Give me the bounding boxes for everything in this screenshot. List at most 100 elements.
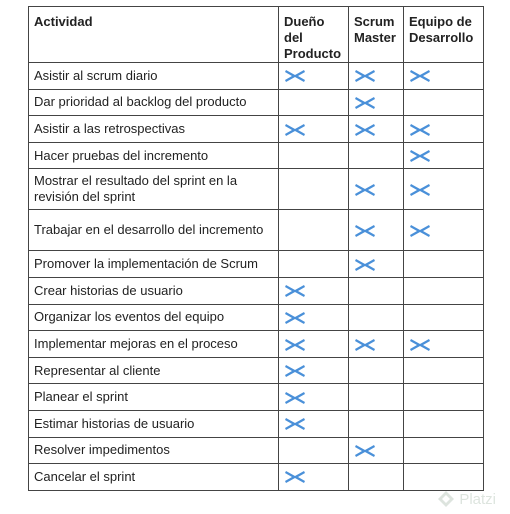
role-cell-po xyxy=(278,62,349,90)
activity-cell: Mostrar el resultado del sprint en la re… xyxy=(28,168,279,211)
table-row: Resolver impedimentos xyxy=(28,436,484,465)
table-row: Hacer pruebas del incremento xyxy=(28,141,484,170)
role-cell-po xyxy=(278,356,349,385)
activity-cell: Trabajar en el desarrollo del incremento xyxy=(28,209,279,252)
table-row: Organizar los eventos del equipo xyxy=(28,303,484,332)
header-dev-team: Equipo de Desarrollo xyxy=(403,6,484,63)
table-row: Planear el sprint xyxy=(28,383,484,411)
activity-cell: Crear historias de usuario xyxy=(28,276,279,305)
role-cell-po xyxy=(278,330,349,358)
header-activity: Actividad xyxy=(28,6,279,63)
role-cell-dev xyxy=(403,303,484,332)
activity-cell: Asistir a las retrospectivas xyxy=(28,115,279,143)
table-row: Trabajar en el desarrollo del incremento xyxy=(28,209,484,252)
table-row: Asistir a las retrospectivas xyxy=(28,115,484,143)
role-cell-dev xyxy=(403,436,484,465)
header-scrum-master: Scrum Master xyxy=(348,6,404,63)
x-mark-icon xyxy=(409,69,431,83)
activity-cell: Planear el sprint xyxy=(28,383,279,411)
x-mark-icon xyxy=(354,258,376,272)
role-cell-sm xyxy=(348,436,404,465)
role-cell-sm xyxy=(348,115,404,143)
watermark: Platzi xyxy=(437,490,496,508)
role-cell-po xyxy=(278,409,349,438)
role-cell-sm xyxy=(348,209,404,252)
role-cell-dev xyxy=(403,168,484,211)
role-cell-sm xyxy=(348,356,404,385)
x-mark-icon xyxy=(409,183,431,197)
role-cell-po xyxy=(278,168,349,211)
platzi-logo-icon xyxy=(437,490,455,508)
table-row: Dar prioridad al backlog del producto xyxy=(28,88,484,117)
role-cell-dev xyxy=(403,276,484,305)
activity-cell: Organizar los eventos del equipo xyxy=(28,303,279,332)
table-row: Asistir al scrum diario xyxy=(28,62,484,90)
x-mark-icon xyxy=(354,183,376,197)
x-mark-icon xyxy=(354,444,376,458)
table-row: Crear historias de usuario xyxy=(28,276,484,305)
role-cell-po xyxy=(278,88,349,117)
table-row: Implementar mejoras en el proceso xyxy=(28,330,484,358)
role-cell-dev xyxy=(403,141,484,170)
role-cell-dev xyxy=(403,115,484,143)
x-mark-icon xyxy=(354,96,376,110)
x-mark-icon xyxy=(409,123,431,137)
role-cell-sm xyxy=(348,383,404,411)
x-mark-icon xyxy=(409,338,431,352)
x-mark-icon xyxy=(354,338,376,352)
x-mark-icon xyxy=(409,224,431,238)
roles-table: Actividad Dueño del Producto Scrum Maste… xyxy=(28,6,484,491)
x-mark-icon xyxy=(284,69,306,83)
role-cell-dev xyxy=(403,88,484,117)
x-mark-icon xyxy=(284,284,306,298)
role-cell-po xyxy=(278,436,349,465)
role-cell-sm xyxy=(348,463,404,491)
activity-cell: Implementar mejoras en el proceso xyxy=(28,330,279,358)
role-cell-po xyxy=(278,383,349,411)
role-cell-sm xyxy=(348,409,404,438)
table-row: Mostrar el resultado del sprint en la re… xyxy=(28,168,484,211)
activity-cell: Resolver impedimentos xyxy=(28,436,279,465)
activity-cell: Representar al cliente xyxy=(28,356,279,385)
activity-cell: Asistir al scrum diario xyxy=(28,62,279,90)
role-cell-sm xyxy=(348,168,404,211)
role-cell-dev xyxy=(403,330,484,358)
role-cell-dev xyxy=(403,409,484,438)
table-row: Cancelar el sprint xyxy=(28,463,484,491)
role-cell-sm xyxy=(348,330,404,358)
x-mark-icon xyxy=(354,224,376,238)
role-cell-dev xyxy=(403,463,484,491)
role-cell-po xyxy=(278,250,349,278)
role-cell-sm xyxy=(348,276,404,305)
activity-cell: Hacer pruebas del incremento xyxy=(28,141,279,170)
table-row: Estimar historias de usuario xyxy=(28,409,484,438)
role-cell-dev xyxy=(403,250,484,278)
table-row: Promover la implementación de Scrum xyxy=(28,250,484,278)
role-cell-po xyxy=(278,463,349,491)
activity-cell: Promover la implementación de Scrum xyxy=(28,250,279,278)
header-row: Actividad Dueño del Producto Scrum Maste… xyxy=(28,6,484,63)
role-cell-sm xyxy=(348,141,404,170)
activity-cell: Cancelar el sprint xyxy=(28,463,279,491)
role-cell-sm xyxy=(348,62,404,90)
x-mark-icon xyxy=(354,123,376,137)
role-cell-dev xyxy=(403,383,484,411)
x-mark-icon xyxy=(284,391,306,405)
table-row: Representar al cliente xyxy=(28,356,484,385)
watermark-text: Platzi xyxy=(459,490,496,508)
role-cell-sm xyxy=(348,303,404,332)
role-cell-dev xyxy=(403,209,484,252)
x-mark-icon xyxy=(284,470,306,484)
role-cell-dev xyxy=(403,356,484,385)
x-mark-icon xyxy=(284,311,306,325)
x-mark-icon xyxy=(284,338,306,352)
role-cell-dev xyxy=(403,62,484,90)
role-cell-po xyxy=(278,303,349,332)
activity-cell: Dar prioridad al backlog del producto xyxy=(28,88,279,117)
x-mark-icon xyxy=(409,149,431,163)
role-cell-po xyxy=(278,141,349,170)
x-mark-icon xyxy=(354,69,376,83)
role-cell-sm xyxy=(348,250,404,278)
x-mark-icon xyxy=(284,364,306,378)
role-cell-po xyxy=(278,115,349,143)
